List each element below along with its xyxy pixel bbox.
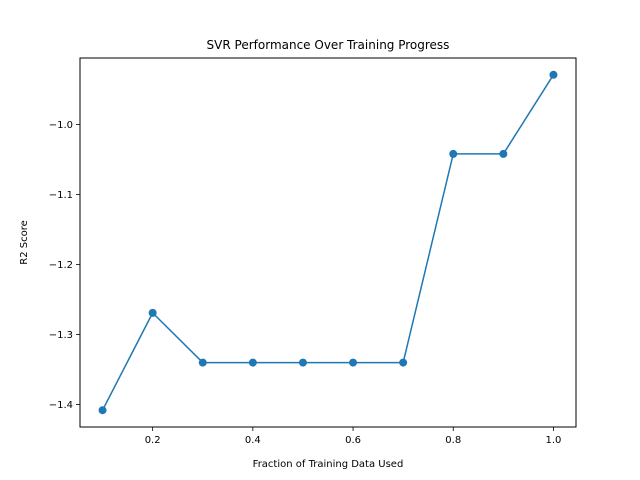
data-point: [399, 359, 407, 367]
data-point: [499, 150, 507, 158]
y-tick-label: −1.4: [49, 400, 73, 411]
x-tick-label: 0.6: [345, 435, 361, 446]
x-tick-label: 0.4: [245, 435, 261, 446]
series-line: [103, 75, 554, 410]
axes-frame: [80, 58, 576, 427]
y-axis-ticks: −1.4 −1.3 −1.2 −1.1 −1.0: [49, 120, 80, 411]
x-tick-label: 0.8: [445, 435, 461, 446]
y-axis-label: R2 Score: [19, 220, 30, 265]
y-tick-label: −1.3: [49, 330, 73, 341]
y-tick-label: −1.1: [49, 190, 73, 201]
data-point: [199, 359, 207, 367]
plot-area: [99, 71, 558, 414]
y-tick-label: −1.2: [49, 260, 73, 271]
data-point: [149, 309, 157, 317]
data-point: [449, 150, 457, 158]
x-axis-label: Fraction of Training Data Used: [253, 459, 404, 470]
x-tick-label: 0.2: [145, 435, 161, 446]
x-axis-ticks: 0.2 0.4 0.6 0.8 1.0: [145, 427, 562, 446]
data-point: [99, 406, 107, 414]
data-point: [349, 359, 357, 367]
data-point: [299, 359, 307, 367]
data-point: [549, 71, 557, 79]
x-tick-label: 1.0: [546, 435, 562, 446]
chart-title: SVR Performance Over Training Progress: [207, 38, 450, 52]
data-point: [249, 359, 257, 367]
y-tick-label: −1.0: [49, 120, 73, 131]
